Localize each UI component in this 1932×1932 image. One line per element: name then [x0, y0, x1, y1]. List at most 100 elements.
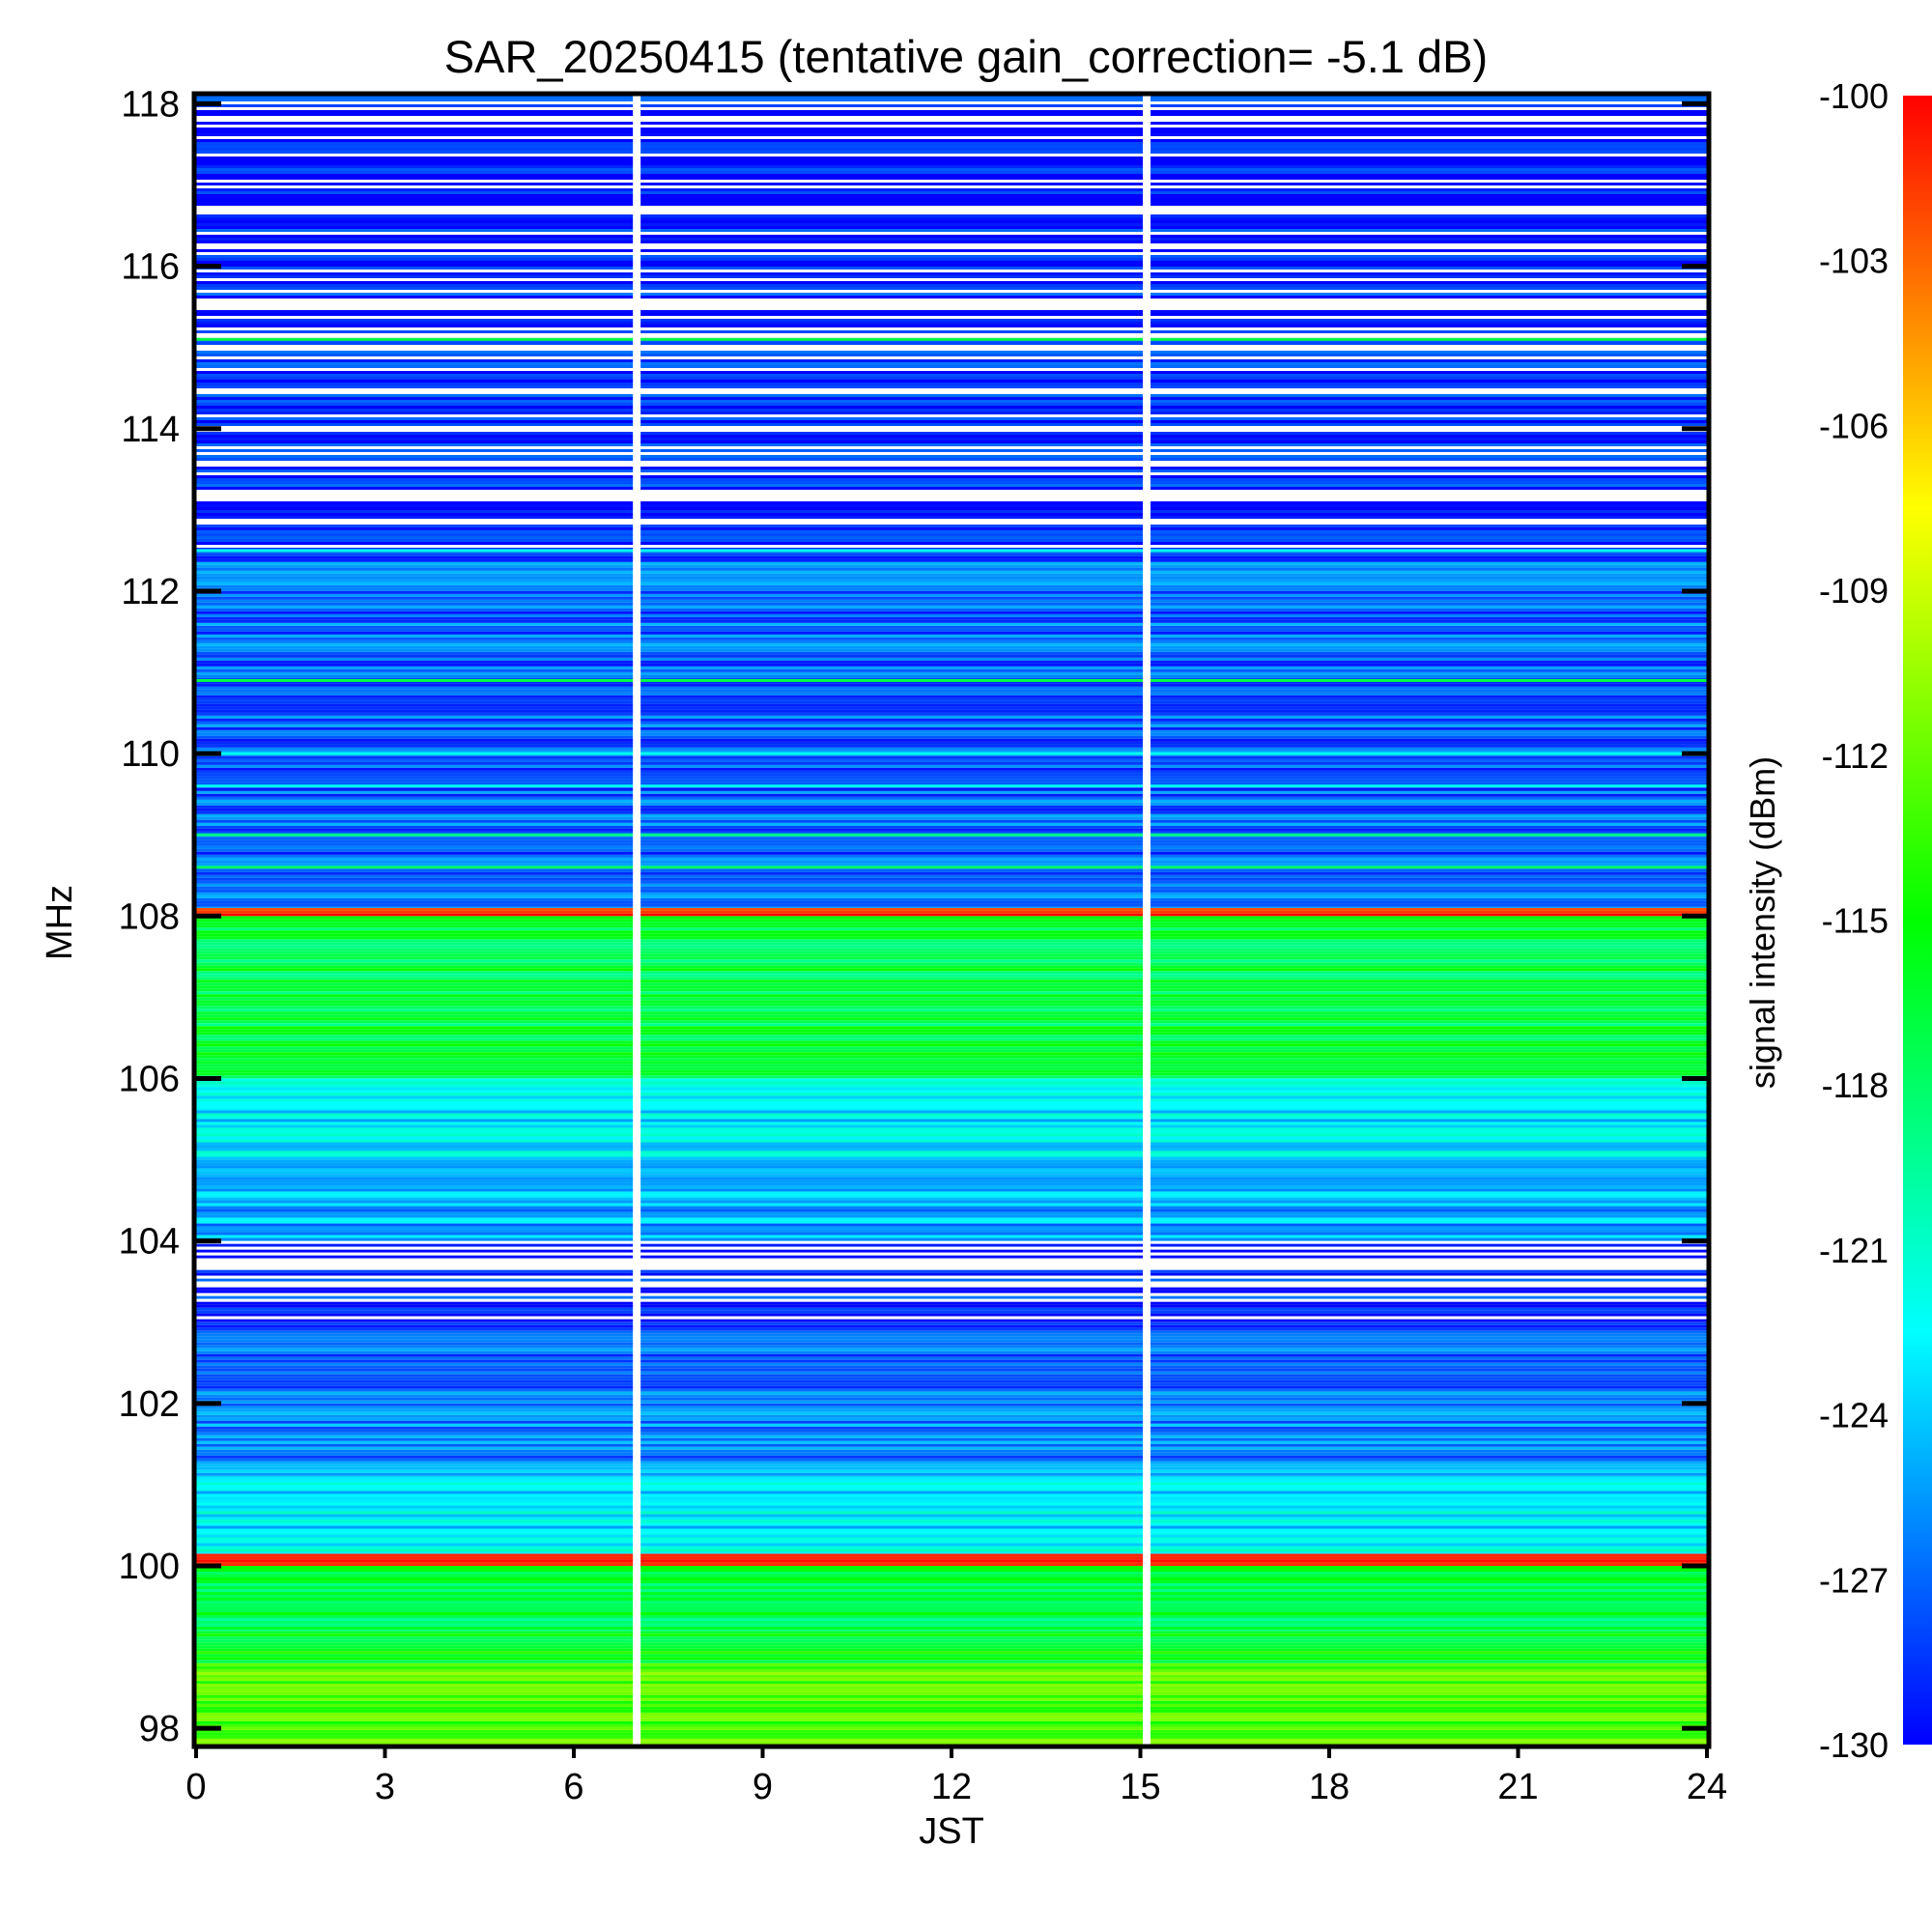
x-tick-label: 12 — [931, 1767, 972, 1807]
heatmap-strip — [196, 1408, 1707, 1412]
heatmap-strip — [196, 1177, 1707, 1180]
heatmap-strip — [196, 1397, 1707, 1401]
heatmap-strip — [196, 666, 1707, 669]
heatmap-strip — [196, 564, 1707, 568]
heatmap-strip — [196, 1235, 1707, 1238]
heatmap-strip — [196, 1466, 1707, 1470]
heatmap-strip — [196, 709, 1707, 713]
heatmap-strip — [196, 1697, 1707, 1701]
heatmap-strip — [196, 1522, 1707, 1526]
heatmap-strip — [196, 1598, 1707, 1602]
heatmap-strip — [196, 596, 1707, 600]
heatmap-strip — [196, 1365, 1707, 1369]
heatmap-strip — [196, 767, 1707, 771]
heatmap-strip — [196, 796, 1707, 800]
heatmap-strip — [196, 985, 1707, 989]
heatmap-strip — [196, 1479, 1707, 1483]
heatmap-strip — [196, 194, 1707, 197]
heatmap-strip — [196, 533, 1707, 536]
heatmap-strip — [196, 974, 1707, 978]
heatmap-strip — [196, 1203, 1707, 1207]
heatmap-strip — [196, 965, 1707, 969]
heatmap-strip — [196, 342, 1707, 345]
heatmap-strip — [196, 1214, 1707, 1218]
heatmap-strip-gap — [196, 545, 1707, 548]
heatmap-strip — [196, 1703, 1707, 1707]
heatmap-strip — [196, 927, 1707, 931]
heatmap-strip — [196, 982, 1707, 986]
heatmap-strip — [196, 686, 1707, 690]
heatmap-strip-gap — [196, 1246, 1707, 1250]
heatmap-strip — [196, 558, 1707, 562]
heatmap-strip — [196, 951, 1707, 954]
heatmap-strip — [196, 689, 1707, 693]
heatmap-strip — [196, 732, 1707, 736]
heatmap-strip — [196, 351, 1707, 354]
heatmap-strip-gap — [196, 246, 1707, 249]
heatmap-strip — [196, 735, 1707, 739]
heatmap-strip — [196, 1683, 1707, 1687]
heatmap-strip — [196, 1026, 1707, 1030]
heatmap-strip — [196, 813, 1707, 817]
data-gaps — [633, 96, 1151, 1745]
heatmap-strip — [196, 1485, 1707, 1489]
heatmap-strip — [196, 1321, 1707, 1325]
heatmap-strip — [196, 1339, 1707, 1343]
heatmap-strip — [196, 608, 1707, 611]
heatmap-strip — [196, 1531, 1707, 1535]
heatmap-strip-gap — [196, 368, 1707, 371]
heatmap-strip — [196, 1162, 1707, 1166]
heatmap-strip — [196, 1414, 1707, 1418]
heatmap-strip-gap — [196, 1240, 1707, 1244]
heatmap-strip — [196, 223, 1707, 226]
heatmap-strip — [196, 1023, 1707, 1027]
heatmap-strip-gap — [196, 1261, 1707, 1264]
heatmap-strip — [196, 1394, 1707, 1398]
heatmap-strip — [196, 1127, 1707, 1131]
heatmap-strip — [196, 275, 1707, 278]
heatmap-strip — [196, 501, 1707, 504]
heatmap-strip — [196, 980, 1707, 983]
heatmap-strip — [196, 1712, 1707, 1716]
heatmap-strip — [196, 1575, 1707, 1578]
heatmap-strip — [196, 657, 1707, 661]
heatmap-strip — [196, 1191, 1707, 1195]
heatmap-strip — [196, 1145, 1707, 1149]
heatmap-strip — [196, 1208, 1707, 1212]
heatmap-strip — [196, 409, 1707, 412]
heatmap-strip — [196, 1107, 1707, 1111]
heatmap-strip — [196, 576, 1707, 580]
heatmap-strip — [196, 674, 1707, 678]
heatmap-strip — [196, 1379, 1707, 1383]
heatmap-strip — [196, 1377, 1707, 1380]
heatmap-strip — [196, 1348, 1707, 1351]
colorbar-tick-label: -124 — [1819, 1396, 1889, 1435]
colorbar-tick-label: -115 — [1822, 901, 1889, 941]
heatmap-strip-gap — [196, 116, 1707, 119]
heatmap-strip-gap — [196, 107, 1707, 110]
heatmap-strip — [196, 423, 1707, 426]
heatmap — [196, 96, 1707, 1745]
heatmap-strip — [196, 900, 1707, 904]
heatmap-strip — [196, 1382, 1707, 1386]
heatmap-strip-gap — [196, 1252, 1707, 1256]
y-axis: 98 100 102 104 106 108 110 112 114 116 118 — [119, 84, 1707, 1749]
heatmap-strip — [196, 645, 1707, 649]
heatmap-strip — [196, 910, 1707, 914]
heatmap-strip-gap — [196, 1275, 1707, 1279]
heatmap-strip — [196, 712, 1707, 716]
heatmap-strip-gap — [196, 1264, 1707, 1267]
heatmap-strip — [196, 1589, 1707, 1593]
colorbar-axis: -100 -103 -106 -109 -112 -115 -118 -121 -124 -127… — [1819, 76, 1889, 1765]
y-tick-label: 110 — [121, 734, 180, 775]
heatmap-strip — [196, 1119, 1707, 1122]
heatmap-strip — [196, 839, 1707, 843]
heatmap-strip — [196, 258, 1707, 261]
heatmap-strip — [196, 1651, 1707, 1655]
heatmap-strip — [196, 968, 1707, 972]
heatmap-strip — [196, 553, 1707, 556]
heatmap-strip — [196, 1301, 1707, 1305]
heatmap-strip — [196, 799, 1707, 803]
heatmap-strip — [196, 481, 1707, 484]
heatmap-strip — [196, 1735, 1707, 1739]
